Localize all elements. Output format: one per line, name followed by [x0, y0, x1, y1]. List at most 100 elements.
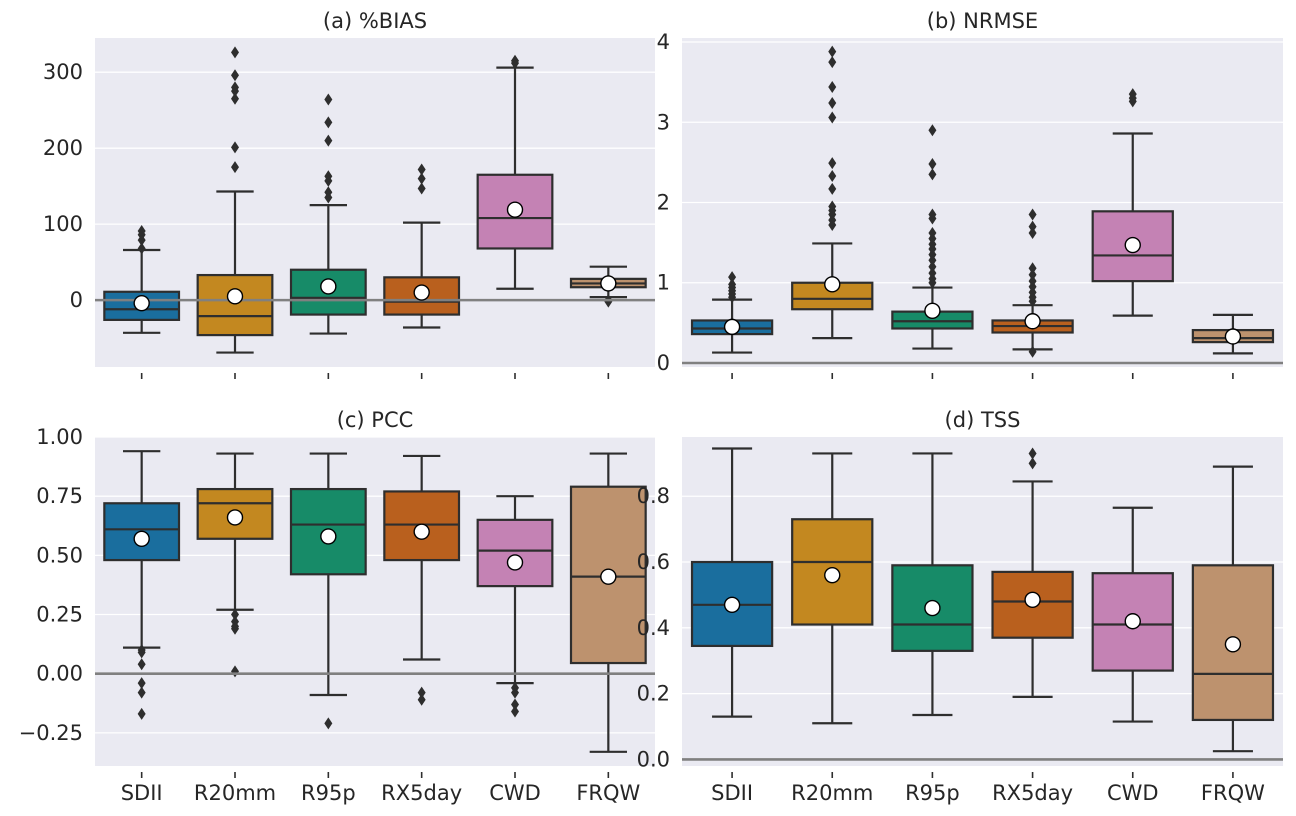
outlier-point	[928, 208, 937, 221]
y-tick-label: 200	[43, 136, 83, 160]
mean-marker	[506, 201, 524, 218]
outlier-point	[1028, 447, 1037, 460]
outlier-point	[137, 707, 146, 720]
mean-marker	[1224, 636, 1242, 653]
y-tick-label: 0	[70, 288, 83, 312]
x-tick-label: CWD	[489, 781, 541, 805]
outlier-point	[324, 186, 333, 199]
box-rx5day	[991, 447, 1074, 699]
outlier-point	[828, 45, 837, 58]
outlier-point	[828, 56, 837, 69]
box-iqr	[196, 273, 274, 337]
y-tick-label: 0.4	[637, 616, 670, 640]
outlier-point	[828, 80, 837, 93]
outlier-point	[324, 116, 333, 129]
y-tick-label: −0.25	[19, 721, 83, 745]
outlier-point	[728, 271, 737, 284]
outlier-point	[511, 705, 519, 718]
box-sdii	[103, 450, 181, 720]
mean-marker	[924, 599, 941, 617]
panel-d: 0.0 0.2 0.4 0.6 0.8 (d) TSS SDII R20mm R95p RX5da…	[637, 408, 1283, 805]
outlier-point	[1028, 345, 1037, 358]
y-tick-label: 0.0	[637, 747, 670, 771]
mean-marker	[1124, 613, 1141, 630]
mean-marker	[824, 276, 841, 293]
x-tick-label: R95p	[301, 781, 356, 805]
mean-marker	[1224, 328, 1242, 345]
x-tick-label: FRQW	[1201, 781, 1265, 805]
panel-title: (b) NRMSE	[927, 9, 1038, 33]
y-tick-label: 0.00	[36, 662, 83, 686]
plot-background	[95, 38, 655, 367]
outlier-point	[928, 226, 937, 239]
outlier-point	[417, 693, 426, 706]
outlier-point	[828, 111, 837, 124]
mean-marker	[226, 288, 244, 305]
x-tick-label: RX5day	[992, 781, 1073, 805]
outlier-point	[511, 698, 519, 711]
outlier-point	[137, 242, 146, 255]
outlier-point	[231, 46, 239, 59]
x-tick-label: FRQW	[576, 781, 640, 805]
plot-background	[95, 437, 655, 766]
outlier-point	[928, 157, 937, 170]
mean-marker	[824, 566, 841, 584]
y-tick-label: 300	[43, 60, 83, 84]
box-r20mm	[196, 46, 274, 354]
outlier-point	[137, 677, 146, 690]
mean-marker	[1124, 236, 1141, 254]
mean-marker	[924, 302, 941, 320]
outlier-point	[828, 170, 837, 183]
y-tick-label: 0.6	[637, 550, 670, 574]
panel-title: (c) PCC	[337, 408, 414, 432]
outlier-point	[828, 96, 837, 109]
mean-marker	[1024, 313, 1041, 330]
outlier-point	[1028, 262, 1037, 275]
mean-marker	[320, 278, 337, 295]
y-tick-label: 100	[43, 212, 83, 236]
outlier-point	[511, 54, 519, 67]
outlier-point	[417, 172, 426, 185]
outlier-point	[231, 69, 239, 82]
y-tick-label: 0.8	[637, 484, 670, 508]
plot-background	[682, 437, 1283, 766]
outlier-point	[231, 141, 239, 154]
panel-c: −0.25 0.00 0.25 0.50 0.75 1.00 (c) PCC SDII R20m…	[19, 408, 655, 805]
outlier-point	[828, 182, 837, 195]
outlier-point	[231, 161, 239, 174]
mean-marker	[413, 523, 430, 540]
outlier-point	[231, 92, 239, 105]
outlier-point	[231, 81, 239, 94]
y-tick-label: 2	[657, 191, 670, 215]
outlier-point	[324, 93, 333, 106]
y-tick-label: 0.25	[36, 603, 83, 627]
outlier-point	[417, 163, 426, 176]
x-tick-label: CWD	[1107, 781, 1159, 805]
x-tick-label: RX5day	[381, 781, 462, 805]
outlier-point	[324, 717, 333, 730]
outlier-point	[1028, 457, 1037, 470]
outlier-point	[1128, 88, 1137, 101]
outlier-point	[417, 182, 426, 195]
box-cwd	[476, 495, 554, 718]
y-tick-label: 3	[657, 110, 670, 134]
y-tick-label: 0.50	[36, 543, 83, 567]
x-tick-label: SDII	[711, 781, 753, 805]
mean-marker	[600, 275, 617, 292]
outlier-point	[928, 124, 937, 137]
x-tick-label: R20mm	[791, 781, 873, 805]
outlier-point	[231, 608, 239, 621]
mean-marker	[1024, 591, 1041, 609]
y-tick-label: 1.00	[36, 425, 83, 449]
mean-marker	[723, 596, 741, 613]
panel-b: 0 1 2 3 4 (b) NRMSE	[657, 9, 1283, 379]
panel-a: 0 100 200 300 (a) %BIAS	[43, 9, 655, 379]
mean-marker	[133, 294, 150, 312]
outlier-point	[1028, 275, 1037, 288]
mean-marker	[723, 318, 741, 336]
outlier-point	[1028, 220, 1037, 233]
outlier-point	[928, 168, 937, 181]
outlier-point	[1028, 268, 1037, 281]
outlier-point	[324, 170, 333, 183]
